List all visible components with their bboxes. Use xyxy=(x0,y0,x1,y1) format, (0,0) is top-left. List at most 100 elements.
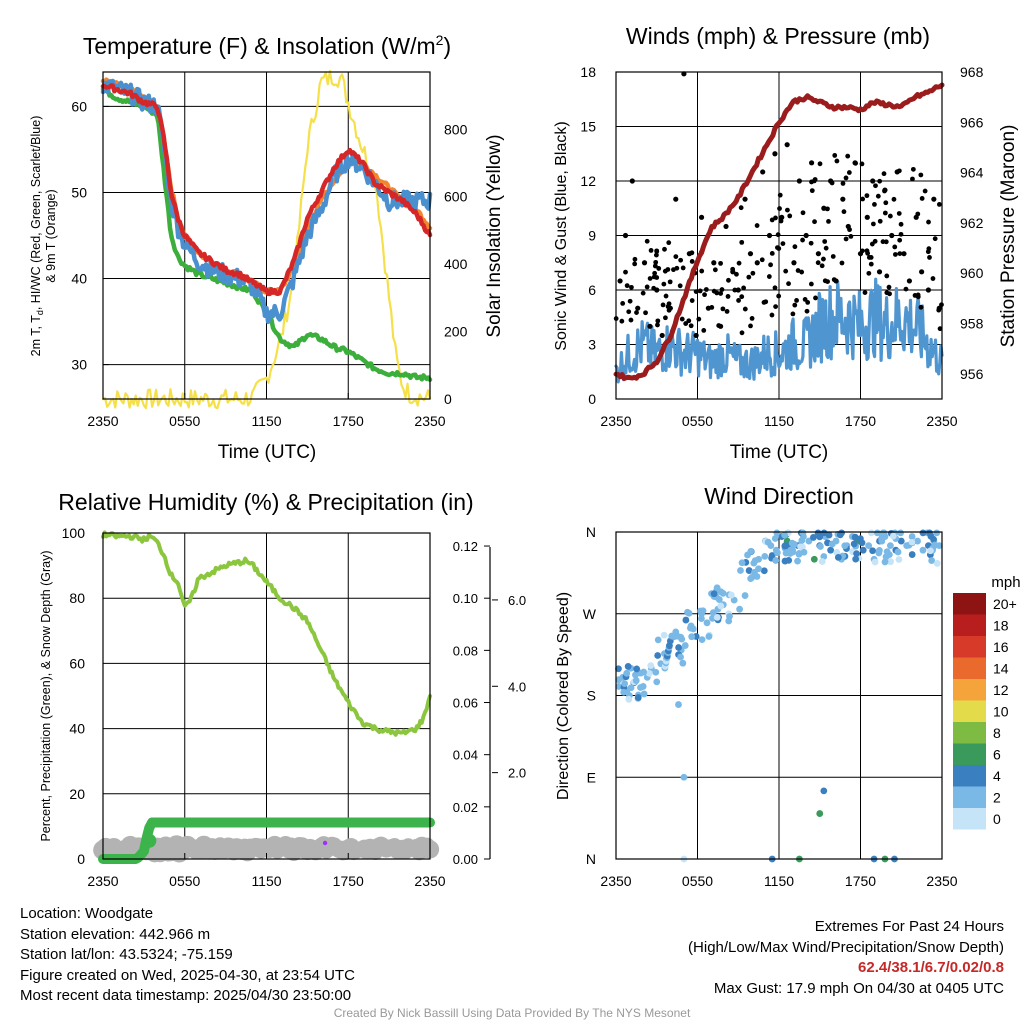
gust-point xyxy=(937,326,943,332)
gust-point xyxy=(719,287,725,292)
direction-point xyxy=(678,635,686,643)
colorbar-swatch xyxy=(953,593,986,615)
pressure-ylabel: Station Pressure (Maroon) xyxy=(998,125,1019,348)
gust-point xyxy=(643,310,648,316)
direction-point xyxy=(632,671,639,679)
humidity-series xyxy=(93,530,440,864)
gust-point xyxy=(910,166,916,172)
direction-point xyxy=(772,557,780,564)
gust-point xyxy=(622,232,629,239)
gust-point xyxy=(696,316,702,322)
gust-point xyxy=(776,246,782,251)
gust-point xyxy=(651,285,657,291)
y2-tick-label: 964 xyxy=(960,165,984,181)
direction-point xyxy=(703,619,711,627)
y-tick-label: 9 xyxy=(588,228,596,244)
gust-point xyxy=(870,178,876,184)
gust-point xyxy=(648,248,654,253)
gust-point xyxy=(689,259,695,264)
gust-point xyxy=(718,260,723,266)
colorbar-swatch xyxy=(953,786,986,808)
gust-point xyxy=(834,158,840,164)
gust-point xyxy=(906,278,913,284)
gust-point xyxy=(927,255,932,260)
gust-point xyxy=(915,211,921,217)
gust-point xyxy=(654,275,660,280)
gust-point xyxy=(632,261,638,267)
direction-point xyxy=(633,665,641,673)
direction-point xyxy=(713,613,721,621)
direction-point xyxy=(730,596,738,604)
gust-point xyxy=(760,169,766,175)
gust-point xyxy=(724,309,730,314)
y2-tick-label: 0.12 xyxy=(453,539,478,554)
direction-point xyxy=(928,557,936,564)
direction-point xyxy=(838,529,846,537)
direction-point xyxy=(867,529,875,537)
y2-tick-label: 600 xyxy=(444,189,468,205)
x-tick-label: 2350 xyxy=(600,413,631,429)
pressure-line xyxy=(613,82,945,381)
gust-point xyxy=(619,318,625,324)
direction-point xyxy=(717,602,725,610)
colorbar-level-label: 6 xyxy=(993,747,1001,763)
x-tick-label: 2350 xyxy=(926,873,957,889)
x-tick-label: 1750 xyxy=(333,873,364,889)
gust-point xyxy=(821,205,827,211)
direction-point xyxy=(880,529,888,537)
direction-point xyxy=(645,669,653,677)
gust-point xyxy=(792,302,798,308)
gust-point xyxy=(808,281,814,287)
direction-point xyxy=(883,548,891,555)
gust-point xyxy=(769,217,775,223)
humidity-panel: Relative Humidity (%) & Precipitation (i… xyxy=(39,489,526,889)
gust-point xyxy=(655,322,660,328)
gust-point xyxy=(877,218,883,224)
direction-point xyxy=(689,625,697,633)
gust-point xyxy=(761,299,767,305)
gust-point xyxy=(843,175,849,181)
gust-point xyxy=(629,178,635,184)
gust-point xyxy=(892,252,898,257)
gust-point xyxy=(640,290,646,296)
figure-created: Figure created on Wed, 2025-04-30, at 23… xyxy=(20,966,355,984)
gust-point xyxy=(848,234,854,239)
x-tick-label: 2350 xyxy=(87,873,118,889)
gust-point xyxy=(629,284,634,290)
gust-point xyxy=(919,196,925,201)
gust-point xyxy=(736,260,742,266)
gust-point xyxy=(859,161,865,167)
temperature-ylabel: 2m T, Td, HI/WC (Red, Green, Scarlet/Blu… xyxy=(29,116,45,357)
gust-point xyxy=(662,246,667,252)
colorbar-level-label: 4 xyxy=(993,768,1001,784)
gust-point xyxy=(800,210,806,216)
direction-point xyxy=(933,529,941,537)
gust-point xyxy=(679,316,685,322)
direction-point xyxy=(688,633,696,641)
direction-point xyxy=(615,676,623,684)
gust-point xyxy=(825,206,830,212)
gust-point xyxy=(742,306,748,312)
gust-point xyxy=(800,237,805,243)
y-tick-label: N xyxy=(586,524,596,540)
gust-point xyxy=(644,284,650,290)
colorbar-label: mph xyxy=(991,574,1020,591)
gust-point xyxy=(936,307,942,313)
gust-point xyxy=(632,256,638,262)
y2-tick-label: 966 xyxy=(960,114,984,130)
gust-point xyxy=(667,279,673,285)
gust-point xyxy=(750,270,756,276)
temperature-xlabel: Time (UTC) xyxy=(218,442,317,463)
marker-point xyxy=(322,840,328,846)
direction-point xyxy=(771,535,779,542)
direction-point xyxy=(652,668,660,676)
gust-point xyxy=(701,327,707,333)
direction-point xyxy=(764,538,772,546)
gust-point xyxy=(772,285,778,291)
x-tick-label: 1150 xyxy=(251,873,281,889)
gust-point xyxy=(773,304,779,309)
y2-tick-label: 956 xyxy=(960,366,984,382)
extremes-title: Extremes For Past 24 Hours xyxy=(814,918,1004,935)
direction-point xyxy=(818,558,826,565)
